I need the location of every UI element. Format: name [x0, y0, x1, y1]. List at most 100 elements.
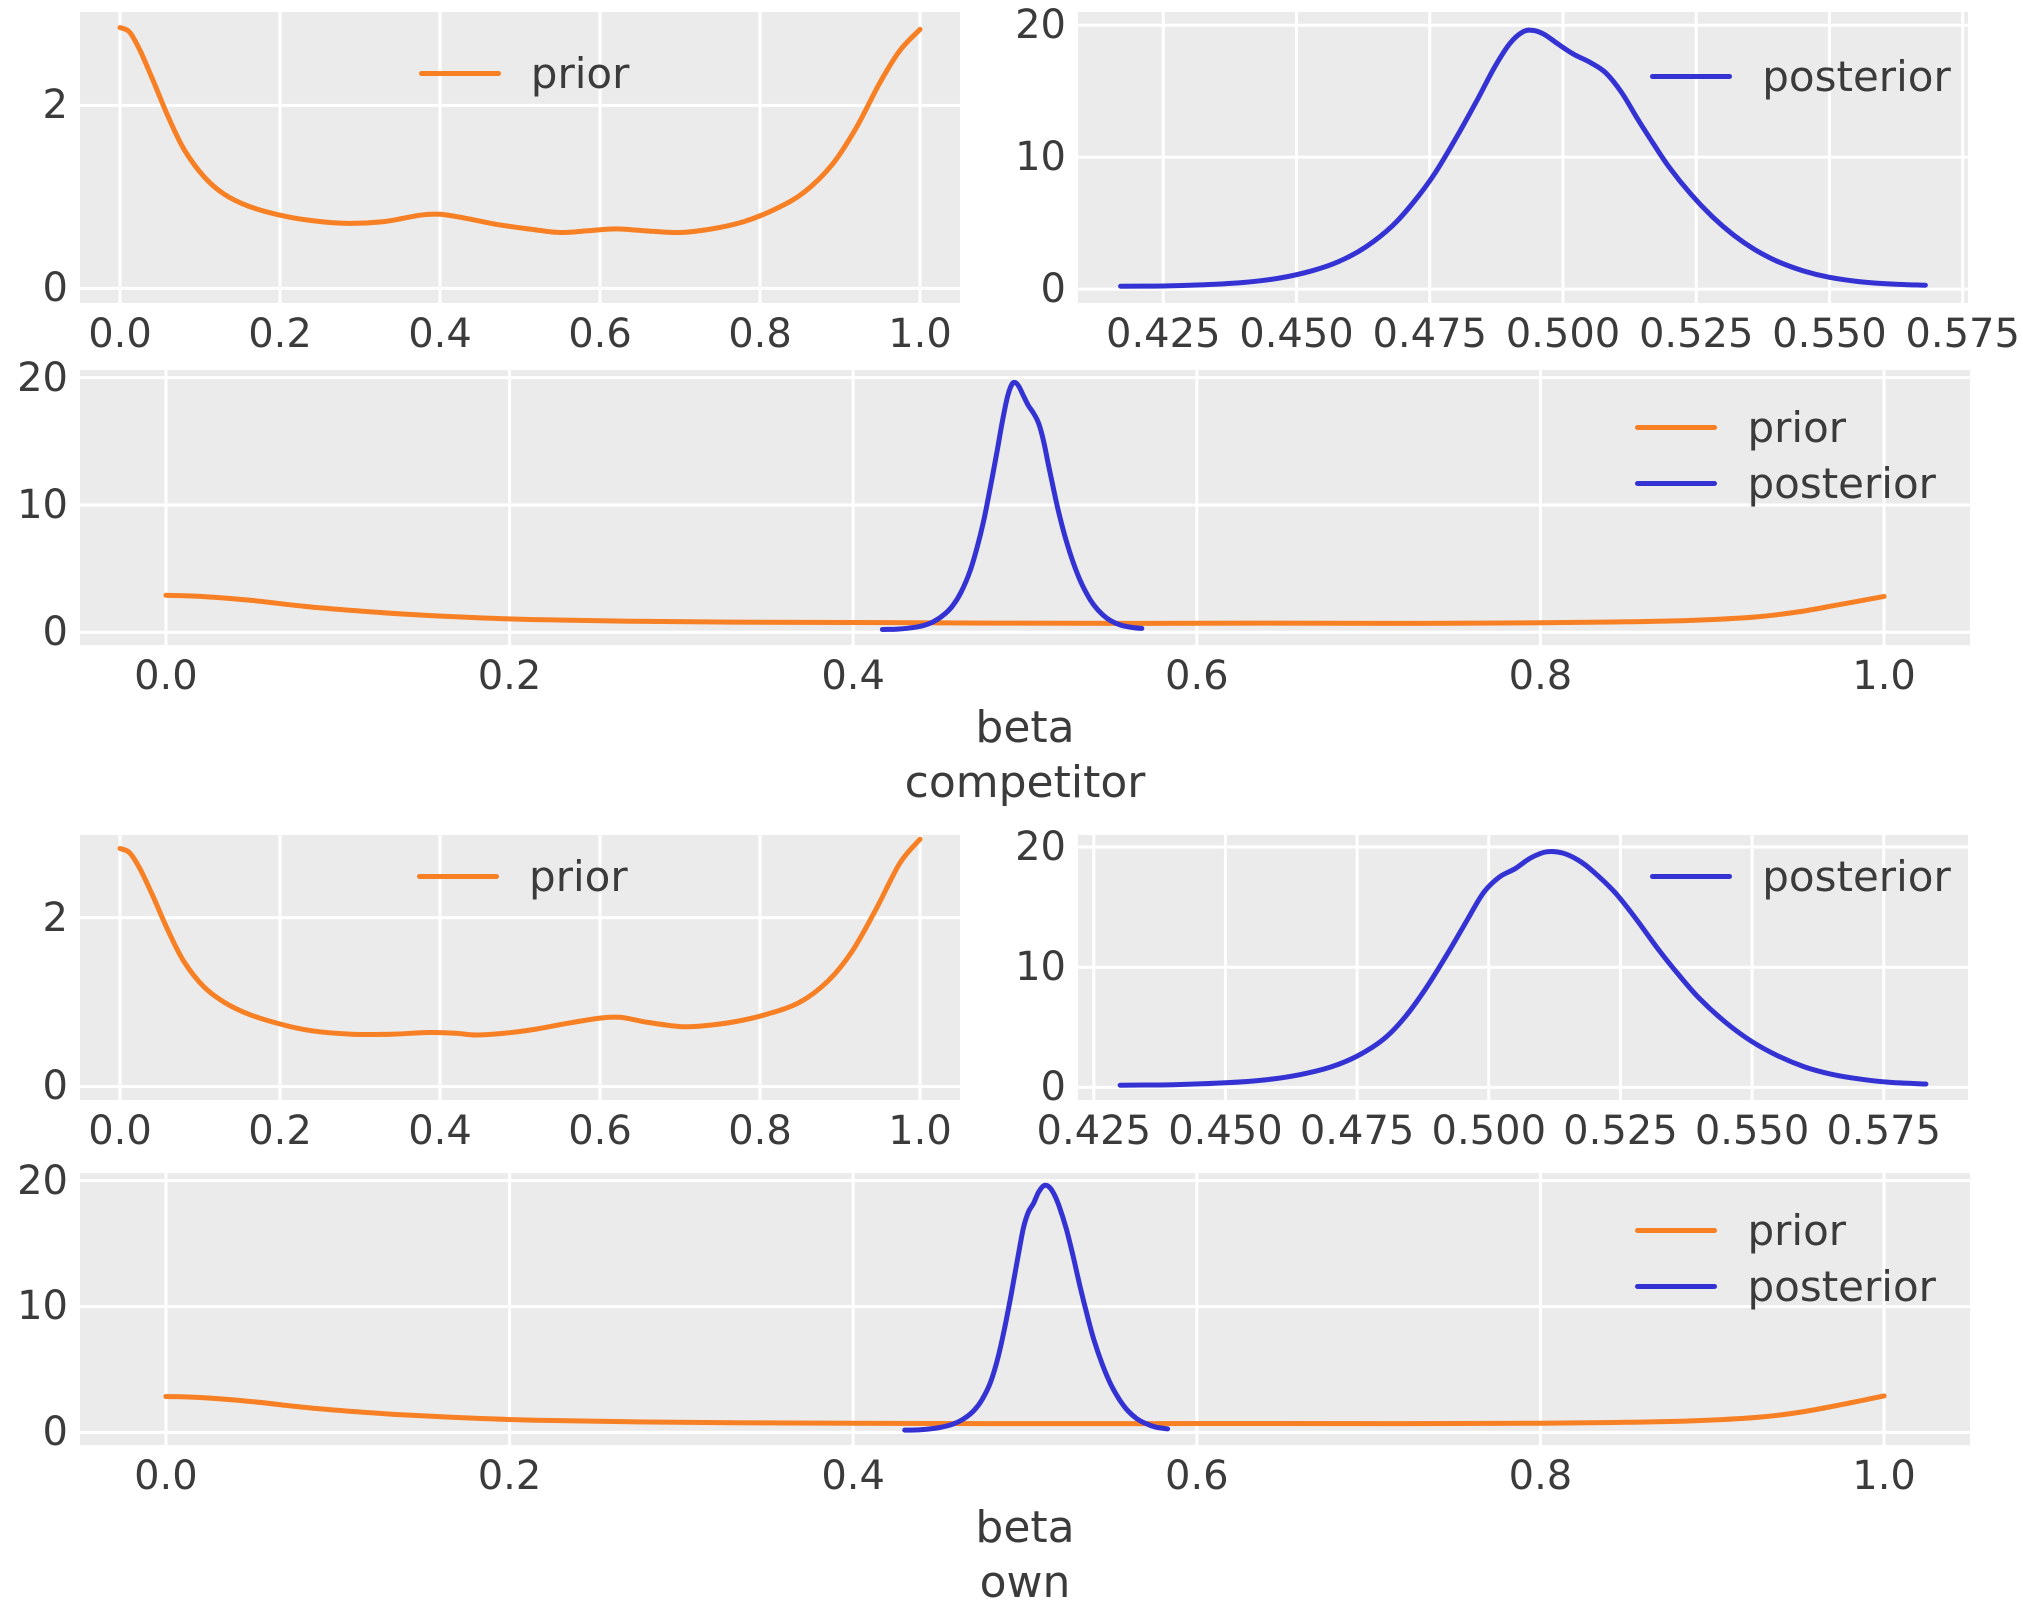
- y-tick-label: 20: [1015, 2, 1066, 49]
- y-tick-label: 10: [1015, 944, 1066, 991]
- legend-entry: prior: [1635, 1202, 1935, 1258]
- x-tick-label: 0.450: [1239, 311, 1354, 357]
- legend-entry: posterior: [1650, 48, 1951, 104]
- y-tick-label: 20: [17, 1157, 68, 1204]
- legend-line-posterior: [1650, 73, 1733, 79]
- x-tick-label: 0.500: [1431, 1108, 1547, 1154]
- legend: prior posterior: [1635, 400, 1936, 512]
- x-tick-label: 0.4: [821, 653, 885, 699]
- posterior-curve: [1118, 27, 1928, 289]
- y-tick-label: 10: [17, 481, 68, 528]
- x-axis-label-line: own: [979, 1557, 1071, 1608]
- competitor-combined-plot: 0.0 0.2 0.4 0.6 0.8 1.0 0 10 20 prior posterior: [17, 355, 1970, 699]
- own-posterior-plot: 0.425 0.450 0.475 0.500 0.525 0.550 0.575 0 10 20…: [1015, 824, 1968, 1154]
- x-tick-label: 0.450: [1168, 1108, 1283, 1154]
- y-tick-label: 10: [1015, 134, 1066, 181]
- x-tick-label: 1.0: [1852, 1453, 1916, 1499]
- plot-area: [80, 1173, 1970, 1445]
- x-tick-label: 0.575: [1826, 1108, 1941, 1154]
- competitor-posterior-plot: 0.425 0.450 0.475 0.500 0.525 0.550 0.575 0 10 20…: [1015, 2, 2020, 357]
- plot-area: [80, 370, 1970, 645]
- prior-curve: [117, 25, 923, 236]
- legend-label: prior: [529, 851, 628, 901]
- legend-label: posterior: [1747, 459, 1936, 509]
- x-axis-label-own: beta own: [80, 1500, 1970, 1610]
- x-tick-label: 0.425: [1106, 311, 1221, 357]
- x-tick-label: 0.6: [1165, 1453, 1229, 1499]
- legend-line-posterior: [1635, 481, 1718, 487]
- x-tick-label: 0.6: [1165, 653, 1229, 699]
- legend: prior: [418, 45, 630, 101]
- x-tick-label: 0.475: [1299, 1108, 1415, 1154]
- competitor-prior-plot: 0.0 0.2 0.4 0.6 0.8 1.0 0 2 prior: [43, 12, 960, 357]
- posterior-curve: [902, 1182, 1171, 1433]
- x-tick-label: 1.0: [888, 1108, 952, 1154]
- own-prior-plot: 0.0 0.2 0.4 0.6 0.8 1.0 0 2 prior: [43, 835, 960, 1154]
- legend-label: posterior: [1762, 852, 1951, 902]
- x-axis-label-line: competitor: [904, 757, 1146, 808]
- y-tick-label: 0: [1040, 266, 1066, 313]
- legend-line-posterior: [1635, 1283, 1718, 1289]
- x-tick-label: 0.2: [477, 1453, 542, 1499]
- y-tick-label: 0: [42, 1063, 68, 1110]
- y-tick-label: 20: [17, 354, 68, 401]
- x-tick-label: 0.525: [1638, 311, 1754, 357]
- x-axis-label-line: beta: [975, 1502, 1075, 1553]
- legend-line-prior: [417, 873, 500, 879]
- legend: prior: [417, 848, 628, 904]
- legend-line-prior: [1635, 425, 1718, 431]
- x-axis-label-competitor: beta competitor: [80, 700, 1970, 810]
- own-combined-plot: 0.0 0.2 0.4 0.6 0.8 1.0 0 10 20 prior posterior: [17, 1158, 1970, 1499]
- legend-line-posterior: [1650, 874, 1733, 880]
- x-tick-label: 0.0: [134, 653, 198, 699]
- y-tick-label: 0: [42, 609, 68, 656]
- x-tick-label: 0.550: [1694, 1108, 1810, 1154]
- x-tick-label: 0.4: [408, 1108, 472, 1154]
- legend: posterior: [1650, 48, 1951, 104]
- y-tick-label: 0: [42, 265, 68, 312]
- x-tick-label: 0.2: [477, 653, 542, 699]
- x-tick-label: 0.525: [1563, 1108, 1678, 1154]
- legend-label: posterior: [1747, 1261, 1936, 1311]
- legend-line-prior: [1635, 1227, 1718, 1233]
- legend-label: prior: [1747, 1205, 1847, 1255]
- legend-label: prior: [530, 48, 630, 98]
- plot-area: [1078, 835, 1968, 1100]
- prior-curve: [163, 592, 1887, 626]
- x-tick-label: 0.8: [1508, 1453, 1573, 1499]
- legend-entry: posterior: [1635, 456, 1936, 512]
- y-tick-label: 2: [42, 894, 68, 941]
- plot-area: [80, 835, 960, 1100]
- x-tick-label: 0.4: [821, 1453, 885, 1499]
- plot-area: [80, 12, 960, 303]
- legend-entry: posterior: [1635, 1258, 1936, 1314]
- x-tick-label: 0.500: [1505, 311, 1621, 357]
- legend-line-prior: [418, 70, 501, 76]
- posterior-curve: [1117, 848, 1929, 1088]
- legend-entry: prior: [1635, 400, 1935, 456]
- x-tick-label: 0.8: [728, 1108, 792, 1154]
- x-tick-label: 0.550: [1772, 311, 1887, 357]
- x-tick-label: 0.8: [1508, 653, 1573, 699]
- x-tick-label: 0.0: [134, 1453, 198, 1499]
- legend-entry: posterior: [1650, 849, 1951, 905]
- legend-entry: prior: [418, 45, 630, 101]
- legend-label: posterior: [1762, 51, 1951, 101]
- x-tick-label: 0.2: [248, 1108, 312, 1154]
- x-tick-label: 0.475: [1372, 311, 1487, 357]
- y-tick-label: 0: [1040, 1064, 1066, 1111]
- x-tick-label: 0.0: [88, 1108, 152, 1154]
- x-tick-label: 0.575: [1905, 311, 2020, 357]
- posterior-curve: [879, 379, 1145, 632]
- y-tick-label: 10: [17, 1283, 68, 1330]
- legend: prior posterior: [1635, 1202, 1936, 1314]
- x-tick-label: 0.2: [248, 311, 312, 357]
- x-tick-label: 0.6: [568, 1108, 632, 1154]
- x-tick-label: 1.0: [1852, 653, 1916, 699]
- x-tick-label: 0.425: [1036, 1108, 1152, 1154]
- y-tick-label: 20: [1015, 824, 1066, 871]
- x-tick-label: 0.8: [728, 311, 792, 357]
- legend-label: prior: [1747, 403, 1847, 453]
- y-tick-label: 2: [42, 82, 68, 129]
